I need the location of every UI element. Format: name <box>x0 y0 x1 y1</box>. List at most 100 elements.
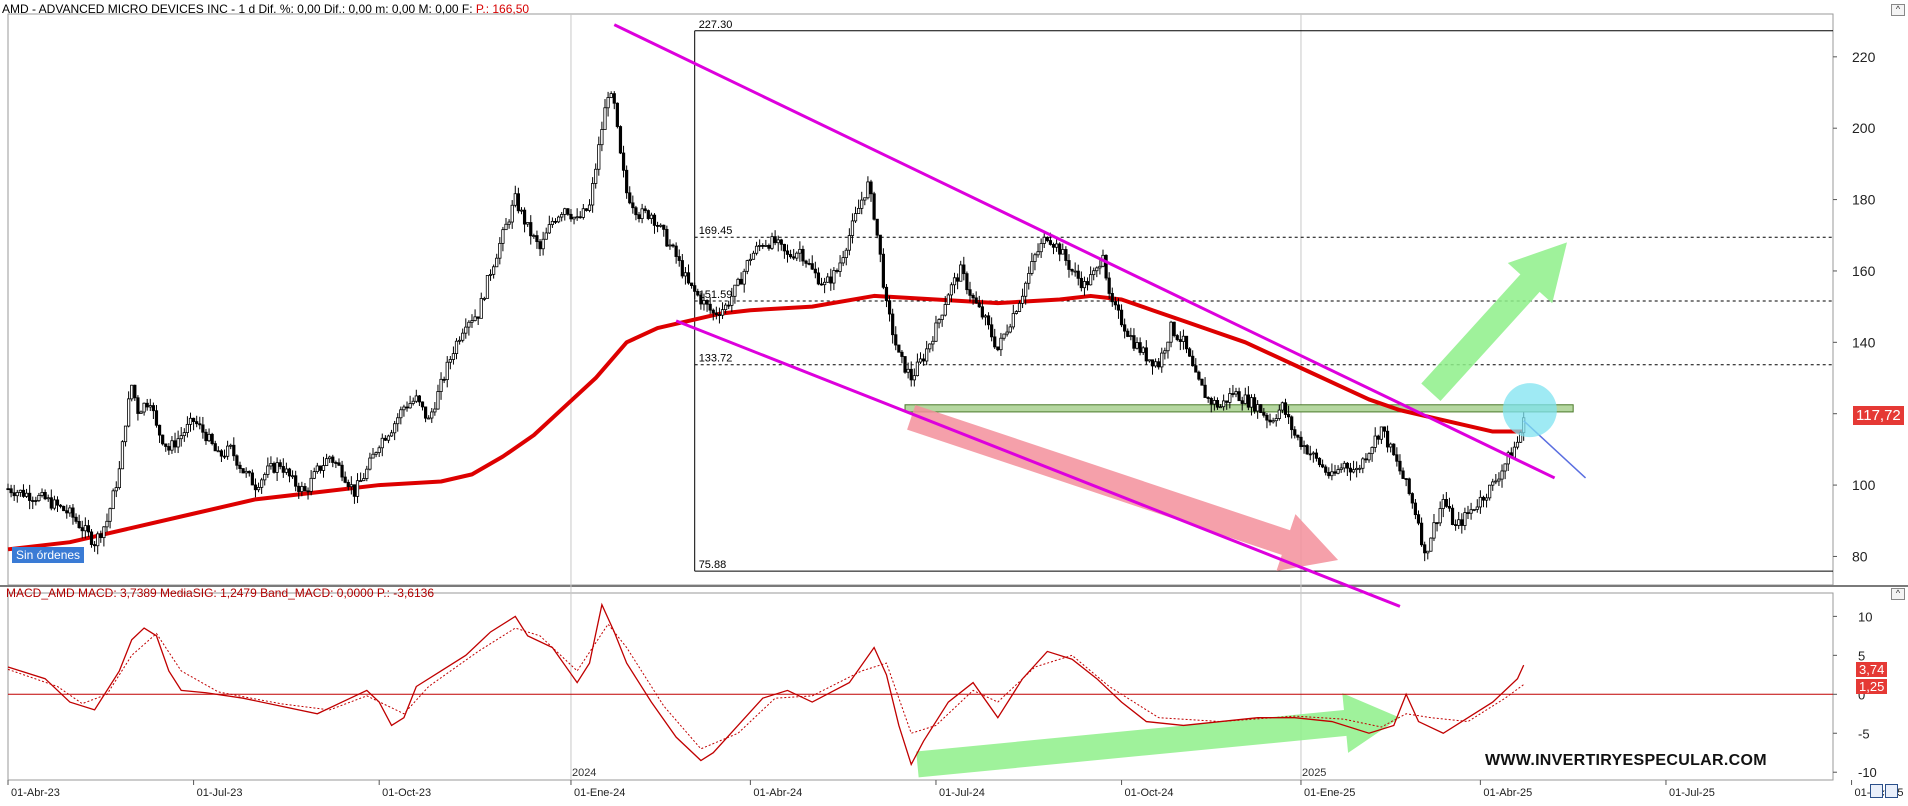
candle-body <box>275 462 279 473</box>
candle-body <box>185 423 190 433</box>
candle-body <box>300 486 304 492</box>
orders-badge[interactable]: Sin órdenes <box>12 547 85 563</box>
candle-body <box>1123 324 1127 332</box>
collapse-icon[interactable]: ^ <box>1891 4 1905 16</box>
candle-body <box>993 336 997 348</box>
x-tick-label: 01-Jul-24 <box>939 787 985 799</box>
candle-body <box>597 144 601 170</box>
candle-body <box>1132 335 1136 349</box>
candle-body <box>1157 361 1161 368</box>
candle-body <box>1051 244 1056 248</box>
candle-body <box>1092 270 1096 276</box>
candle-body <box>804 260 808 264</box>
candle-body <box>974 297 978 304</box>
candle-body <box>1033 254 1037 262</box>
candle-body <box>52 499 56 509</box>
candle-body <box>1392 443 1396 456</box>
candle-body <box>529 222 533 237</box>
candle-body <box>1376 435 1380 440</box>
candle-body <box>371 453 375 459</box>
candle-body <box>343 476 347 483</box>
support-zone <box>904 404 1574 413</box>
signal-value-tag: 1,25 <box>1856 679 1888 694</box>
candle-body <box>99 533 103 539</box>
last-price-tag: 117,72 <box>1853 406 1904 425</box>
candle-body <box>884 286 889 302</box>
candle-body <box>980 306 984 318</box>
candle-body <box>504 223 508 231</box>
candle-body <box>643 208 647 211</box>
candle-body <box>538 241 542 250</box>
candle-body <box>34 500 38 502</box>
candle-body <box>1481 496 1486 501</box>
candle-body <box>683 272 688 277</box>
candle-body <box>1234 391 1238 395</box>
candle-body <box>640 208 644 219</box>
candle-body <box>813 268 817 274</box>
print-icon[interactable] <box>1885 784 1898 798</box>
candle-body <box>148 405 152 408</box>
candle-body <box>1395 454 1399 462</box>
candle-body <box>857 207 861 214</box>
candle-body <box>646 210 650 219</box>
candle-body <box>142 402 146 413</box>
candle-body <box>476 316 480 319</box>
x-tick-label: 01-Jul-25 <box>1669 787 1715 799</box>
candle-body <box>1370 447 1374 455</box>
candle-body <box>37 495 41 501</box>
candle-body <box>507 221 511 225</box>
collapse-macd-icon[interactable]: ^ <box>1891 588 1905 600</box>
candle-body <box>748 258 752 262</box>
candle-body <box>686 272 691 284</box>
candle-body <box>250 472 254 486</box>
candle-body <box>996 346 1000 351</box>
candle-body <box>1420 522 1424 546</box>
candle-body <box>720 309 725 316</box>
candle-body <box>841 257 845 264</box>
candle-body <box>1407 478 1411 494</box>
candle-body <box>176 438 180 448</box>
candle-body <box>946 294 950 305</box>
candle-body <box>263 474 267 481</box>
candle-body <box>1435 522 1439 525</box>
candle-body <box>1293 429 1297 436</box>
candle-body <box>161 434 165 445</box>
candle-body <box>603 107 607 130</box>
candle-body <box>1355 467 1359 471</box>
candle-body <box>312 471 316 479</box>
candle-body <box>485 275 490 299</box>
candle-body <box>1491 481 1495 486</box>
candle-body <box>556 216 561 223</box>
header-text: AMD - ADVANCED MICRO DEVICES INC - 1 d D… <box>2 2 476 16</box>
candle-body <box>1113 301 1117 306</box>
candle-body <box>1311 452 1315 455</box>
candle-body <box>21 489 26 497</box>
macd-y-tick-label: -10 <box>1858 765 1877 780</box>
candle-body <box>1426 550 1430 554</box>
candle-body <box>226 445 230 457</box>
candle-body <box>315 465 319 473</box>
candle-body <box>1432 522 1436 539</box>
candle-body <box>191 417 196 422</box>
candle-body <box>1076 270 1080 279</box>
save-icon[interactable] <box>1870 784 1883 798</box>
candle-body <box>677 256 681 261</box>
candle-body <box>1008 326 1012 333</box>
candle-body <box>1475 506 1479 510</box>
candle-body <box>581 208 585 218</box>
candle-body <box>179 435 183 440</box>
candle-body <box>1259 404 1263 413</box>
candle-body <box>550 220 555 225</box>
candle-body <box>1472 508 1476 511</box>
y-tick-label: 200 <box>1852 120 1876 136</box>
candle-body <box>887 300 892 315</box>
candle-body <box>105 520 109 528</box>
candle-body <box>1385 430 1390 448</box>
candle-body <box>1197 371 1201 380</box>
candle-body <box>256 486 261 491</box>
candle-body <box>269 463 273 467</box>
candle-body <box>751 252 756 260</box>
candle-body <box>1265 414 1269 421</box>
candle-body <box>798 248 802 254</box>
